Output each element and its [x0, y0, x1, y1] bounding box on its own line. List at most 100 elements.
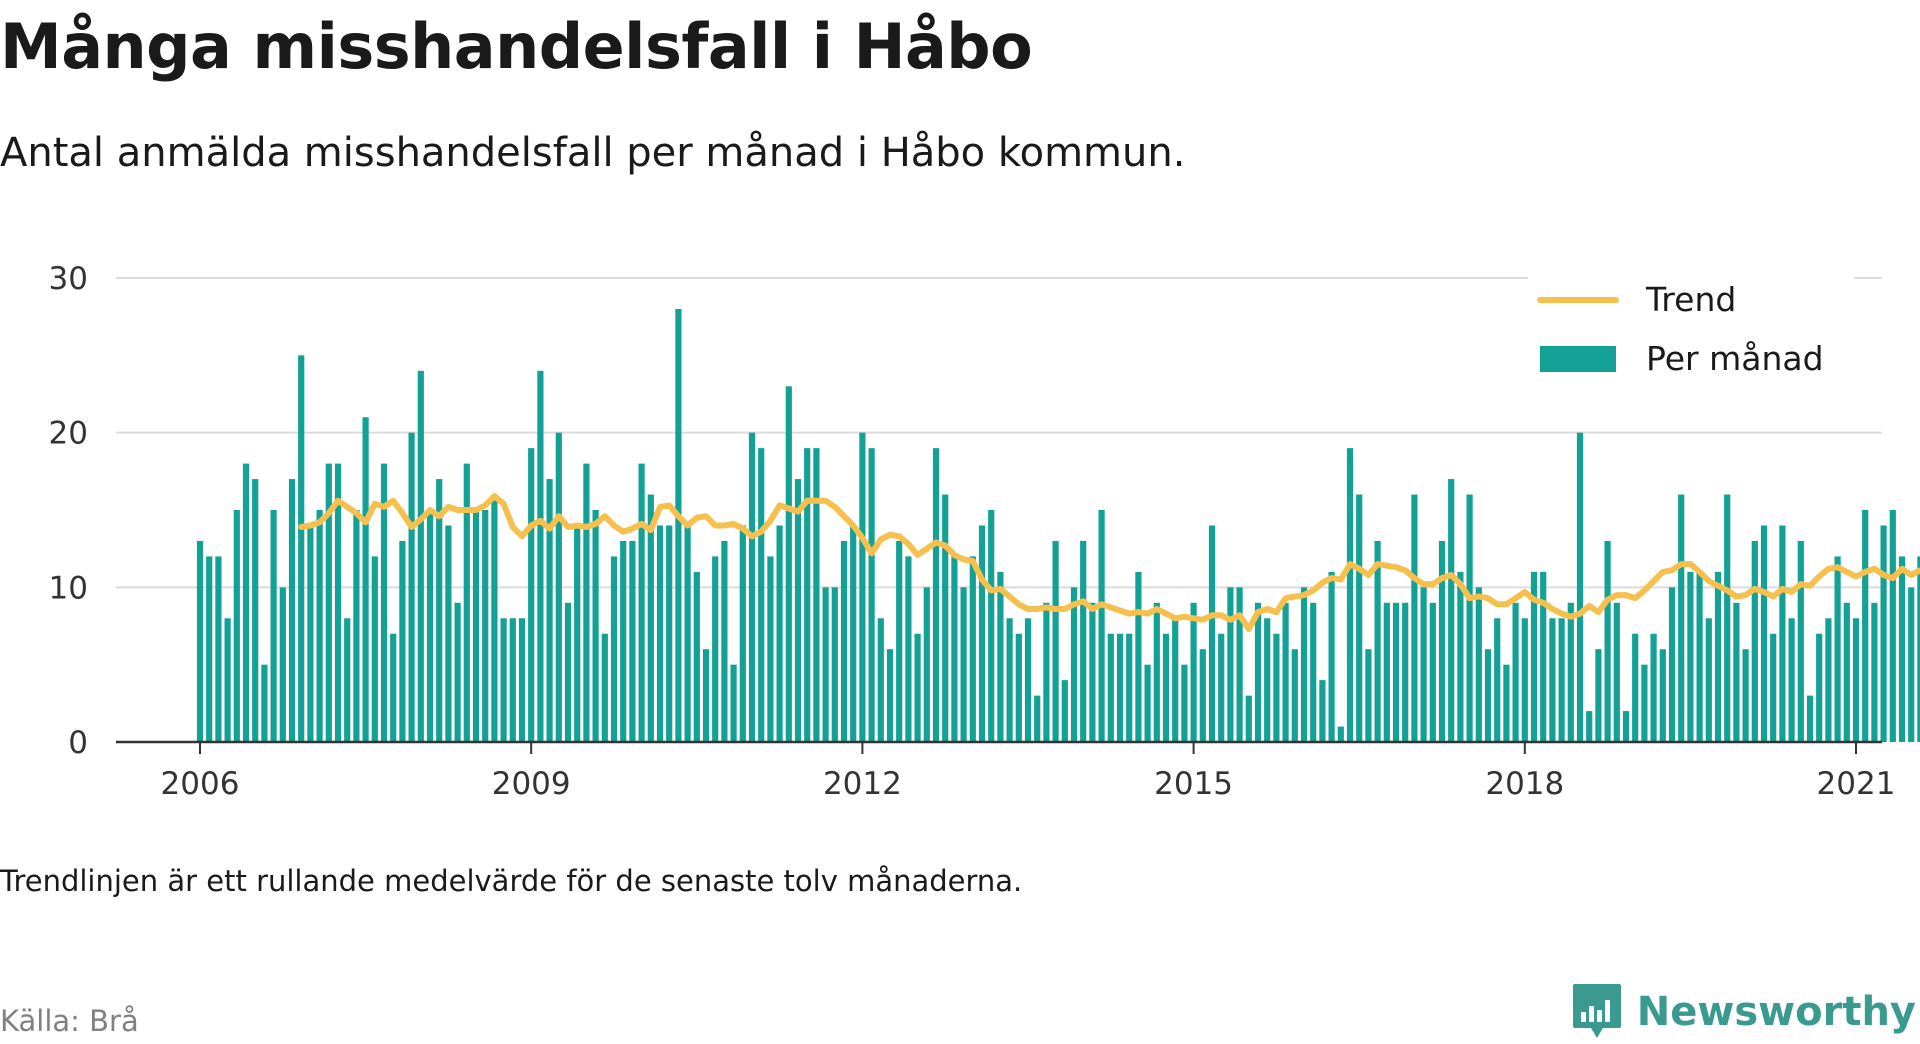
bar	[1116, 633, 1124, 742]
bar	[1530, 571, 1538, 742]
bar	[390, 633, 397, 742]
bar	[1668, 587, 1676, 742]
bar	[666, 525, 673, 742]
bar	[859, 432, 866, 742]
bar	[1356, 494, 1363, 742]
bar	[1687, 571, 1694, 742]
bar	[1402, 602, 1409, 742]
bar	[224, 618, 231, 742]
bar	[850, 525, 857, 742]
bar	[445, 525, 452, 742]
y-tick-label: 0	[68, 725, 88, 761]
bar	[491, 494, 498, 742]
bar	[1622, 711, 1630, 742]
bar	[1862, 510, 1869, 742]
bar	[1641, 664, 1648, 742]
bar	[932, 448, 940, 742]
bar	[1871, 602, 1878, 742]
bar	[1650, 633, 1657, 742]
bar	[647, 494, 654, 742]
bar	[1061, 680, 1068, 742]
bar	[537, 370, 544, 742]
bar	[767, 556, 774, 742]
bar	[684, 525, 691, 742]
bar	[712, 556, 719, 742]
bar	[1742, 649, 1749, 742]
bar	[794, 479, 802, 742]
bar	[675, 308, 682, 742]
bar	[1770, 633, 1777, 742]
bar	[1153, 602, 1160, 742]
bar	[316, 510, 323, 742]
bar	[1365, 649, 1372, 742]
bar	[1512, 602, 1519, 742]
bar	[721, 540, 728, 742]
bar	[1797, 540, 1804, 742]
bar	[610, 556, 618, 742]
bar	[1806, 695, 1814, 742]
bar	[279, 587, 286, 742]
bar	[482, 510, 489, 742]
bar	[215, 556, 222, 742]
bar	[923, 587, 930, 742]
bar	[1236, 587, 1243, 742]
bar	[1319, 680, 1326, 742]
x-tick-labels: 2006200920122015201820212023	[161, 766, 1896, 802]
bar	[748, 432, 756, 742]
bar	[629, 540, 636, 742]
bar	[1816, 633, 1823, 742]
legend-bar-swatch	[1540, 346, 1616, 372]
bar	[1825, 618, 1832, 742]
bar	[1448, 479, 1455, 742]
bar	[951, 556, 958, 742]
bar	[1540, 571, 1547, 742]
bar	[1760, 525, 1768, 742]
bar	[261, 664, 268, 742]
bar	[1383, 602, 1390, 742]
bar	[1696, 571, 1703, 742]
bar	[436, 479, 443, 742]
bar	[1199, 649, 1206, 742]
bar	[1006, 618, 1013, 742]
bar	[1126, 633, 1133, 742]
bar	[426, 510, 434, 742]
bar	[1144, 664, 1151, 742]
x-tick-label: 2021	[1817, 766, 1896, 802]
bar	[463, 463, 470, 742]
bar	[1438, 540, 1446, 742]
bar	[1300, 587, 1308, 742]
bar	[270, 510, 277, 742]
bar	[693, 571, 700, 742]
bar	[233, 510, 240, 742]
bar	[1172, 618, 1179, 742]
brand-name: Newsworthy	[1636, 989, 1916, 1035]
bar	[380, 463, 388, 742]
bar	[1843, 602, 1850, 742]
bar	[528, 448, 535, 742]
bar	[399, 540, 406, 742]
bar	[638, 463, 645, 742]
bar	[942, 494, 949, 742]
bar	[601, 633, 608, 742]
bar	[905, 556, 912, 742]
bar	[1613, 602, 1620, 742]
bar	[472, 510, 480, 742]
bar	[417, 370, 424, 742]
y-tick-label: 10	[49, 570, 88, 606]
bar	[1346, 448, 1354, 742]
bar	[307, 525, 314, 742]
bar	[896, 540, 903, 742]
bar	[592, 510, 599, 742]
bar	[288, 479, 296, 742]
bar	[739, 525, 746, 742]
bar	[1475, 587, 1482, 742]
bar	[656, 525, 664, 742]
x-tick-label: 2006	[161, 766, 240, 802]
newsworthy-logo-icon	[1572, 984, 1621, 1038]
brand[interactable]: Newsworthy	[1571, 980, 1916, 1044]
bar	[252, 479, 259, 742]
bar	[1107, 633, 1114, 742]
bar	[1788, 618, 1795, 742]
bar	[1494, 618, 1501, 742]
legend-trend-label: Trend	[1645, 280, 1736, 319]
